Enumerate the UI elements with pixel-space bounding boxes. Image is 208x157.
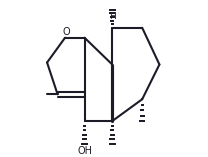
Text: H: H: [109, 12, 116, 21]
Text: OH: OH: [77, 146, 92, 156]
Text: O: O: [62, 27, 70, 37]
